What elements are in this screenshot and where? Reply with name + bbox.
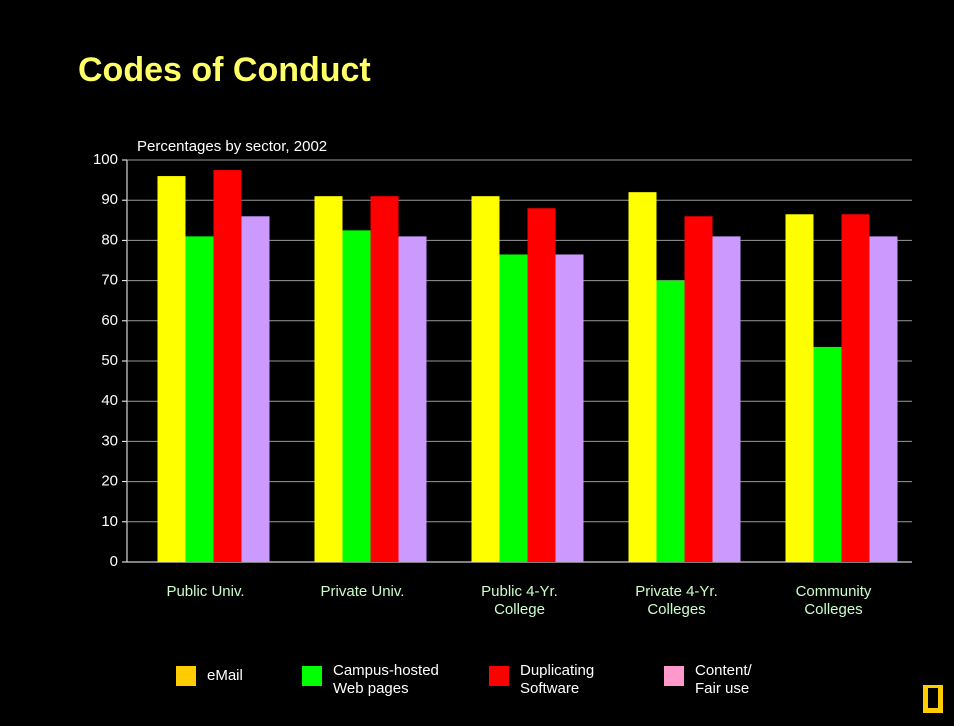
x-tick-label: Private 4-Yr. Colleges xyxy=(635,583,718,618)
y-tick-label: 50 xyxy=(101,352,118,369)
legend-label: Campus-hosted Web pages xyxy=(333,662,439,697)
subtitle: Percentages by sector, 2002 xyxy=(137,138,327,155)
y-tick-label: 0 xyxy=(110,553,118,570)
y-tick-label: 80 xyxy=(101,231,118,248)
legend-label: eMail xyxy=(207,667,243,684)
bar xyxy=(157,176,186,562)
y-tick-label: 70 xyxy=(101,272,118,289)
icon-inner xyxy=(928,688,938,708)
bar xyxy=(471,196,500,562)
y-tick-label: 40 xyxy=(101,392,118,409)
legend-label: Content/ Fair use xyxy=(695,662,752,697)
bar xyxy=(398,236,427,562)
bar xyxy=(712,236,741,562)
bar xyxy=(555,254,584,562)
legend-swatch xyxy=(489,666,509,686)
legend-swatch xyxy=(302,666,322,686)
legend-swatch xyxy=(176,666,196,686)
bar xyxy=(813,346,842,562)
y-tick-label: 60 xyxy=(101,312,118,329)
chart-title: Codes of Conduct xyxy=(78,51,371,89)
bar xyxy=(370,196,399,562)
y-tick-label: 100 xyxy=(93,151,118,168)
x-tick-label: Private Univ. xyxy=(320,583,405,600)
legend-swatch xyxy=(664,666,684,686)
bar xyxy=(314,196,343,562)
bar xyxy=(684,216,713,562)
y-tick-label: 30 xyxy=(101,432,118,449)
x-tick-label: Community Colleges xyxy=(795,583,872,618)
bar xyxy=(841,214,870,562)
bar xyxy=(869,236,898,562)
bar xyxy=(499,254,528,562)
bar xyxy=(785,214,814,562)
bar xyxy=(241,216,270,562)
x-tick-label: Public Univ. xyxy=(166,583,245,600)
y-tick-label: 90 xyxy=(101,191,118,208)
bar xyxy=(628,192,657,562)
y-tick-label: 10 xyxy=(101,513,118,530)
legend-label: Duplicating Software xyxy=(520,662,595,697)
x-tick-label: Public 4-Yr. College xyxy=(481,583,558,618)
bar xyxy=(185,236,214,562)
bar xyxy=(342,230,371,562)
bar xyxy=(656,280,685,562)
y-tick-label: 20 xyxy=(101,473,118,490)
bar xyxy=(527,208,556,563)
bar xyxy=(213,170,242,563)
